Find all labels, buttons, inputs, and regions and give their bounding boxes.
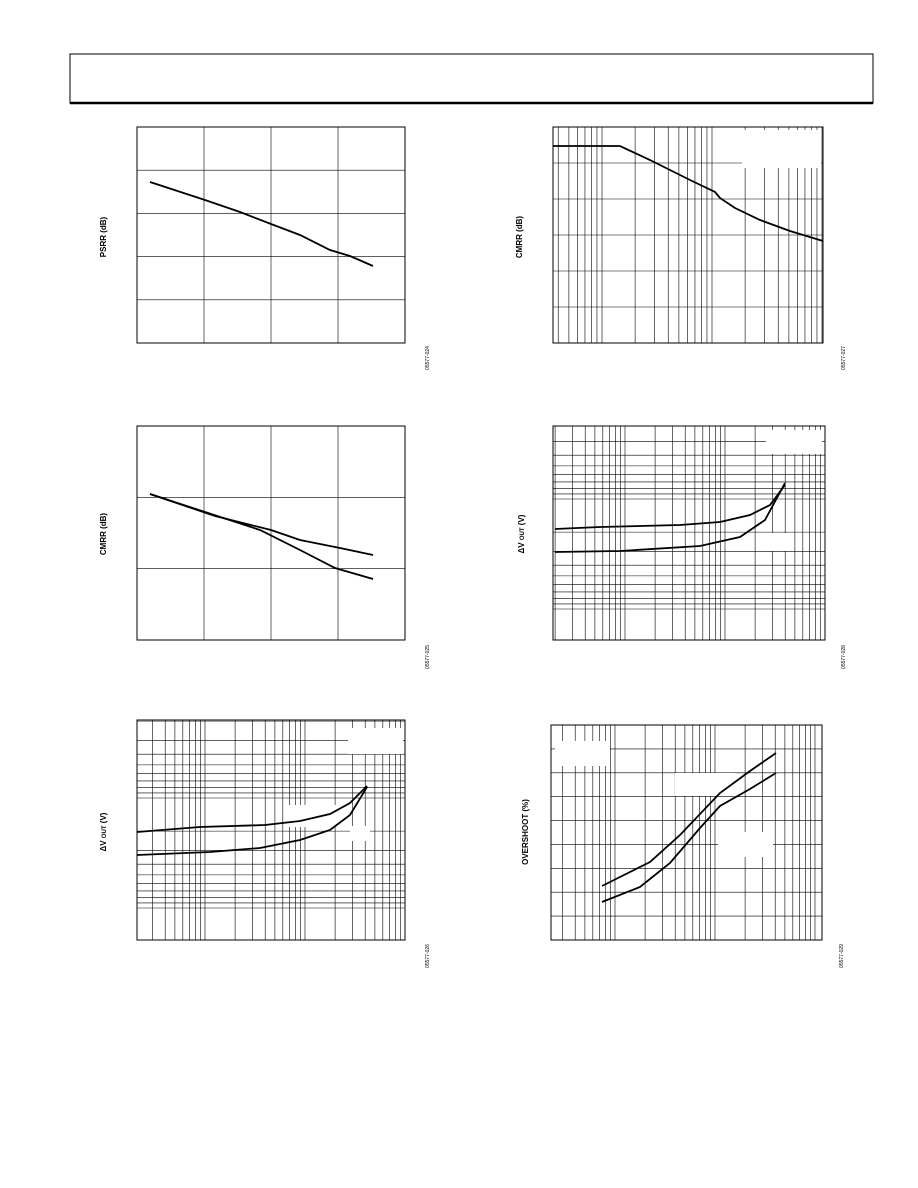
figure-id: 05577-027 bbox=[841, 346, 847, 370]
curve bbox=[601, 772, 777, 903]
plot-frame bbox=[136, 126, 406, 344]
y-label-sub: OUT bbox=[102, 825, 108, 838]
y-label: CMRR (dB) bbox=[99, 513, 108, 556]
mask bbox=[757, 533, 787, 551]
plot-frame bbox=[552, 126, 824, 344]
grids bbox=[136, 126, 826, 941]
curve bbox=[149, 181, 374, 267]
y-label: OVERSHOOT (%) bbox=[521, 799, 530, 865]
figure-id: 05577-024 bbox=[425, 346, 431, 370]
y-label: ΔV OUT (V) bbox=[99, 812, 108, 851]
figure-id: 05577-026 bbox=[425, 944, 431, 968]
mask bbox=[675, 773, 735, 796]
y-label-sub: OUT bbox=[520, 527, 526, 540]
plot-frame bbox=[136, 719, 406, 941]
curve bbox=[554, 482, 786, 553]
mask bbox=[766, 430, 822, 454]
plot-frame bbox=[136, 425, 406, 641]
mask bbox=[555, 741, 610, 766]
y-label-unit: (V) bbox=[99, 812, 108, 823]
y-label: CMRR (dB) bbox=[515, 216, 524, 259]
mask bbox=[718, 832, 773, 857]
plot-frame bbox=[550, 724, 823, 941]
plot-frame bbox=[552, 425, 826, 641]
figure-id: 05577-028 bbox=[841, 645, 847, 669]
mask bbox=[350, 826, 370, 841]
mask bbox=[348, 728, 403, 754]
legend-masks bbox=[285, 130, 822, 857]
y-label: ΔV OUT (V) bbox=[517, 514, 526, 553]
figure-id: 05577-029 bbox=[839, 944, 845, 968]
curves bbox=[136, 145, 824, 903]
y-label-symbol: ΔV bbox=[517, 542, 526, 554]
curve bbox=[553, 145, 824, 242]
figure-id: 05577-025 bbox=[425, 645, 431, 669]
curve bbox=[136, 786, 368, 856]
curve bbox=[149, 493, 374, 556]
curve bbox=[136, 785, 368, 833]
y-label: PSRR (dB) bbox=[99, 216, 108, 257]
y-label-unit: (V) bbox=[517, 514, 526, 525]
curve bbox=[601, 752, 777, 887]
header-box bbox=[69, 53, 874, 104]
mask bbox=[285, 805, 345, 827]
curve bbox=[554, 484, 786, 530]
mask bbox=[742, 130, 821, 168]
labels: PSRR (dB) CMRR (dB) CMRR (dB) ΔV OUT (V)… bbox=[99, 216, 847, 968]
y-label-symbol: ΔV bbox=[99, 840, 108, 852]
curve bbox=[149, 493, 374, 580]
